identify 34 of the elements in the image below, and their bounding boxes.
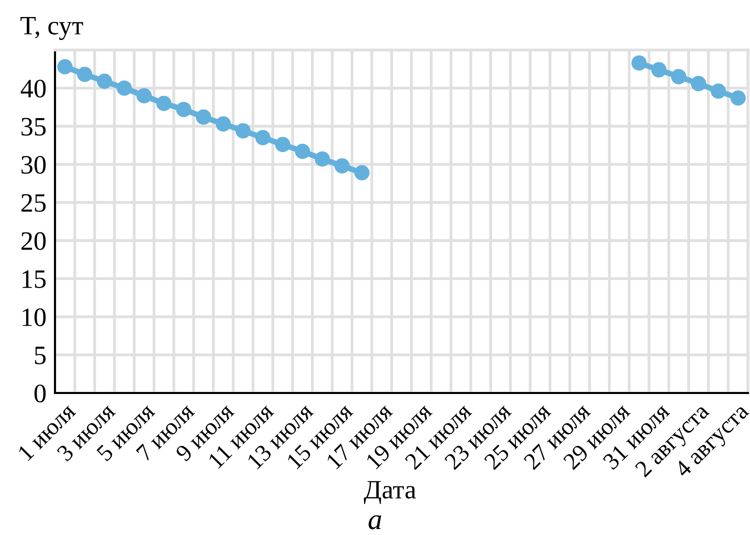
point [57,59,73,74]
y-tick-label: 20 [21,232,46,250]
point [275,136,290,152]
point [77,66,92,82]
point [216,116,231,132]
y-tick-label: 25 [21,194,46,212]
point [651,62,667,78]
text: а [368,515,382,530]
y-tick-label: 5 [35,346,46,364]
point [314,151,330,167]
point [235,123,251,138]
y-tick-label: 30 [22,156,46,174]
point [671,69,686,84]
y-tick-label: 35 [22,118,46,136]
point [116,80,132,96]
point [354,165,370,180]
y-tick-label: 40 [20,80,46,98]
point [710,84,726,99]
point [334,158,350,174]
point [631,55,647,71]
point [196,109,212,125]
x-axis-title: Дата [364,481,416,504]
point [156,96,172,111]
point [690,76,706,92]
point [255,130,271,146]
point [730,90,746,106]
point [294,144,310,160]
point [136,88,152,104]
point [176,102,192,118]
y-tick-label: 15 [22,270,46,288]
y-tick-label: 0 [34,384,46,402]
y-tick-label: 10 [22,308,46,326]
y-axis-title: T, сут [20,16,84,40]
point [96,74,112,89]
